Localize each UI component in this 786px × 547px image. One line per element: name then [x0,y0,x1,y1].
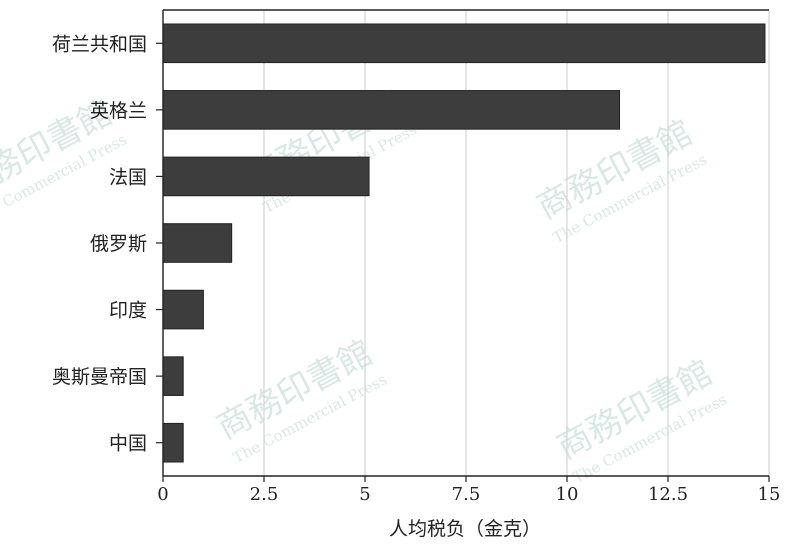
x-tick-label: 12.5 [648,484,688,505]
x-tick-label: 5 [359,484,370,505]
bar [162,156,370,197]
bar [162,223,233,263]
bar [162,422,184,463]
bar [162,90,621,130]
category-label: 印度 [109,300,147,322]
category-label: 俄罗斯 [90,233,147,255]
x-axis-title: 人均税负（金克） [389,518,541,540]
bar [162,289,204,330]
category-label: 法国 [109,166,147,188]
x-tick-label: 15 [758,484,781,505]
x-tick-label: 10 [556,484,579,505]
bars [162,23,766,463]
x-tick-label: 0 [157,484,168,505]
x-tick-labels: 0 2.5 5 7.5 10 12.5 15 [157,484,780,505]
bar [162,356,184,396]
category-label: 荷兰共和国 [52,33,147,55]
x-tick-label: 7.5 [452,484,481,505]
category-label: 奥斯曼帝国 [52,366,147,388]
category-label: 英格兰 [90,100,147,122]
category-label: 中国 [109,433,147,455]
x-tick-label: 2.5 [250,484,279,505]
bar [162,23,766,64]
